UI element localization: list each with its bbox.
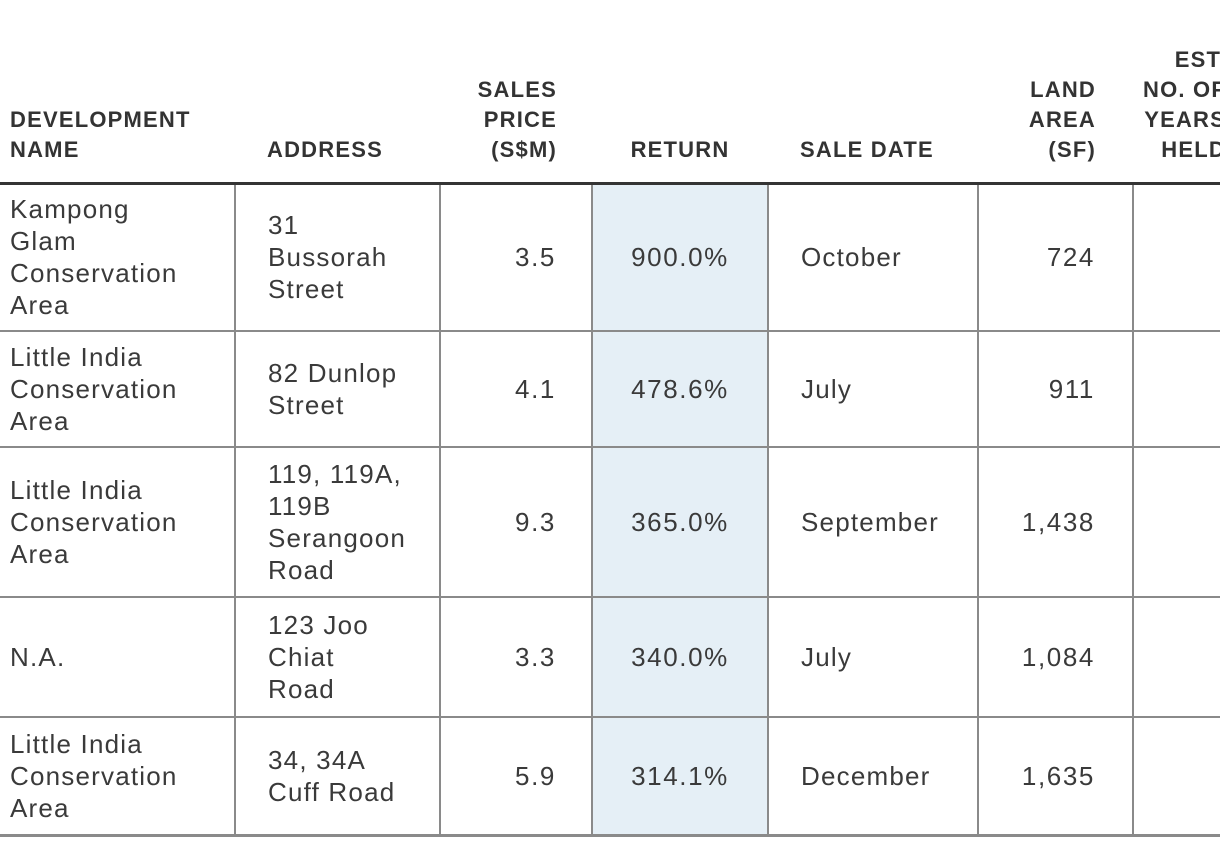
cell-development-name: N.A.	[0, 596, 235, 717]
cell-land-area: 1,084	[977, 596, 1133, 717]
cell-land-area: 911	[977, 330, 1133, 447]
col-header-address: ADDRESS	[235, 0, 440, 185]
cell-address: 119, 119A, 119B Serangoon Road	[234, 446, 440, 597]
cell-land-area: 724	[977, 182, 1133, 331]
cell-address: 82 Dunlop Street	[234, 330, 440, 447]
cell-sale-date: December	[767, 716, 978, 837]
cell-return: 900.0%	[591, 182, 768, 331]
col-header-sale-date: SALE DATE	[768, 0, 978, 185]
table-row: N.A. 123 Joo Chiat Road 3.3 340.0% July …	[0, 596, 1220, 717]
table-row: Little India Conservation Area 119, 119A…	[0, 446, 1220, 597]
cell-sales-price: 4.1	[439, 330, 592, 447]
table-row: Little India Conservation Area 82 Dunlop…	[0, 330, 1220, 447]
cell-return: 365.0%	[591, 446, 768, 597]
cell-sales-price: 3.5	[439, 182, 592, 331]
cell-years-held	[1132, 716, 1220, 837]
cell-sales-price: 5.9	[439, 716, 592, 837]
col-header-years-held: EST. NO. OF YEARS HELD	[1133, 0, 1220, 185]
cell-years-held	[1132, 330, 1220, 447]
cell-land-area: 1,438	[977, 446, 1133, 597]
cell-address: 34, 34A Cuff Road	[234, 716, 440, 837]
cell-land-area: 1,635	[977, 716, 1133, 837]
col-header-development-name: DEVELOPMENT NAME	[0, 0, 235, 185]
cell-address: 123 Joo Chiat Road	[234, 596, 440, 717]
cell-years-held	[1132, 446, 1220, 597]
table-row: Little India Conservation Area 34, 34A C…	[0, 716, 1220, 837]
header-row: DEVELOPMENT NAME ADDRESS SALES PRICE (S$…	[0, 0, 1220, 185]
cell-sale-date: October	[767, 182, 978, 331]
cell-address: 31 Bussorah Street	[234, 182, 440, 331]
table-row: Kampong Glam Conservation Area 31 Bussor…	[0, 182, 1220, 331]
cell-sales-price: 9.3	[439, 446, 592, 597]
cell-sale-date: July	[767, 596, 978, 717]
cell-sale-date: July	[767, 330, 978, 447]
cell-sales-price: 3.3	[439, 596, 592, 717]
cell-return: 314.1%	[591, 716, 768, 837]
cell-sale-date: September	[767, 446, 978, 597]
cell-development-name: Kampong Glam Conservation Area	[0, 182, 235, 331]
cell-years-held	[1132, 182, 1220, 331]
col-header-land-area: LAND AREA (SF)	[978, 0, 1133, 185]
cell-years-held	[1132, 596, 1220, 717]
cell-development-name: Little India Conservation Area	[0, 716, 235, 837]
col-header-return: RETURN	[592, 0, 768, 185]
col-header-sales-price: SALES PRICE (S$M)	[440, 0, 592, 185]
cell-return: 478.6%	[591, 330, 768, 447]
cell-development-name: Little India Conservation Area	[0, 330, 235, 447]
cell-development-name: Little India Conservation Area	[0, 446, 235, 597]
cell-return: 340.0%	[591, 596, 768, 717]
